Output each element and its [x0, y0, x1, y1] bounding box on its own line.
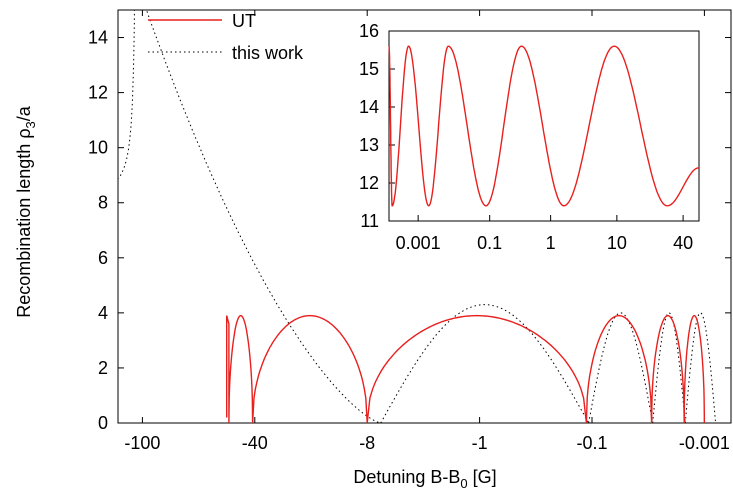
y-tick-label: 2 — [98, 358, 108, 378]
inset-series-line-ut — [388, 45, 700, 207]
series-line-this-work — [118, 10, 717, 423]
inset-plot-frame — [388, 30, 700, 222]
y-tick-label: 4 — [98, 303, 108, 323]
legend-label-ut: UT — [232, 11, 256, 31]
x-tick-label: -0.1 — [576, 433, 607, 453]
inset-x-tick-label: 40 — [673, 233, 693, 253]
inset-y-tick-label: 11 — [360, 211, 379, 231]
inset-y-tick-label: 13 — [359, 135, 379, 155]
x-tick-label: -40 — [242, 433, 268, 453]
inset-y-tick-label: 14 — [359, 97, 379, 117]
y-tick-label: 14 — [88, 28, 108, 48]
x-tick-label: -100 — [124, 433, 160, 453]
legend: UT this work — [148, 11, 304, 63]
x-tick-label: -0.001 — [679, 433, 730, 453]
inset-x-tick-label: 0.1 — [477, 233, 502, 253]
inset-x-tick-label: 1 — [546, 233, 556, 253]
main-series — [118, 10, 717, 423]
x-tick-label: -8 — [359, 433, 375, 453]
inset-x-tick-label: 0.001 — [396, 233, 441, 253]
inset-y-tick-label: 12 — [359, 173, 379, 193]
inset-y-tick-label: 16 — [359, 21, 379, 41]
inset: 11 12 13 14 15 16 0.001 0.1 1 10 40 — [334, 18, 724, 276]
main-plot-frame — [117, 9, 732, 424]
y-tick-label: 8 — [98, 193, 108, 213]
inset-series — [388, 45, 700, 207]
y-tick-label: 0 — [98, 413, 108, 433]
legend-label-this-work: this work — [232, 43, 304, 63]
series-line-ut — [226, 314, 706, 423]
inset-y-tick-label: 15 — [359, 59, 379, 79]
main-ticks: 0 2 4 6 8 10 12 14 -100 -40 -8 -1 -0.1 -0.001 — [88, 10, 731, 453]
y-axis-label: Recombination length ρ3/a — [14, 105, 38, 318]
y-tick-label: 12 — [88, 83, 108, 103]
x-axis-label: Detuning B-B0 [G] — [353, 467, 496, 491]
y-tick-label: 6 — [98, 248, 108, 268]
inset-x-tick-label: 10 — [607, 233, 627, 253]
inset-ticks: 11 12 13 14 15 16 0.001 0.1 1 10 40 — [359, 21, 693, 253]
y-tick-label: 10 — [88, 138, 108, 158]
x-tick-label: -1 — [472, 433, 488, 453]
